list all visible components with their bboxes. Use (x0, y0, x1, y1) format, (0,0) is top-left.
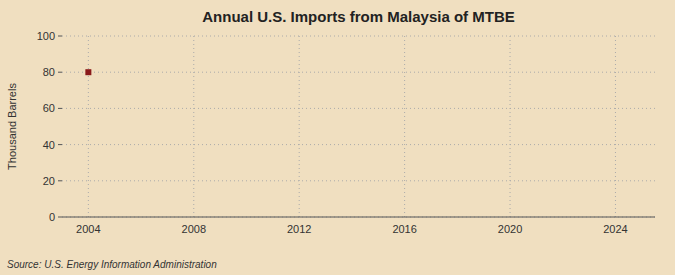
x-tick-label: 2012 (287, 223, 311, 235)
grid (62, 36, 655, 217)
y-axis-label: Thousand Barrels (6, 83, 18, 170)
x-tick-label: 2024 (603, 223, 627, 235)
title: Annual U.S. Imports from Malaysia of MTB… (202, 8, 515, 25)
y-tick-label: 20 (43, 175, 55, 187)
y-tick-mark (58, 180, 62, 181)
y-tick-mark (58, 217, 62, 218)
y-grid-line (62, 144, 655, 145)
x-grid-line (88, 36, 89, 217)
x-grid-line (510, 36, 511, 217)
chart-svg: 2004 2008 2012 2016 2020 2024 0 20 40 60 80 100 Thou… (0, 0, 675, 275)
page: {"chart_data": {"type": "scatter", "titl… (0, 0, 675, 275)
y-grid-line (62, 72, 655, 73)
x-tick-label: 2016 (392, 223, 416, 235)
y-tick-mark (58, 36, 62, 37)
data-points (85, 69, 91, 75)
y-grid-line (62, 108, 655, 109)
y-grid-line (62, 36, 655, 37)
y-grid-line (62, 180, 655, 181)
x-grid-line (193, 36, 194, 217)
x-tick-label: 2020 (498, 223, 522, 235)
data-point (85, 69, 91, 75)
chart-container: 2004 2008 2012 2016 2020 2024 0 20 40 60 80 100 Thou… (0, 0, 675, 275)
y-tick-mark (58, 108, 62, 109)
y-tick-mark (58, 144, 62, 145)
y-tick-label: 100 (37, 30, 55, 42)
y-tick-label: 60 (43, 102, 55, 114)
x-tick-label: 2004 (76, 223, 100, 235)
y-tick-label: 40 (43, 139, 55, 151)
x-axis-line (62, 217, 655, 218)
y-tick-mark (58, 72, 62, 73)
x-grid-line (615, 36, 616, 217)
y-tick-label: 0 (49, 211, 55, 223)
x-grid-line (299, 36, 300, 217)
x-grid-line (404, 36, 405, 217)
x-tick-label: 2008 (182, 223, 206, 235)
y-tick-label: 80 (43, 66, 55, 78)
source-text: Source: U.S. Energy Information Administ… (7, 259, 217, 270)
y-grid-line (62, 217, 655, 218)
axes: 2004 2008 2012 2016 2020 2024 0 20 40 60 80 100 (37, 30, 655, 235)
background (0, 0, 675, 275)
